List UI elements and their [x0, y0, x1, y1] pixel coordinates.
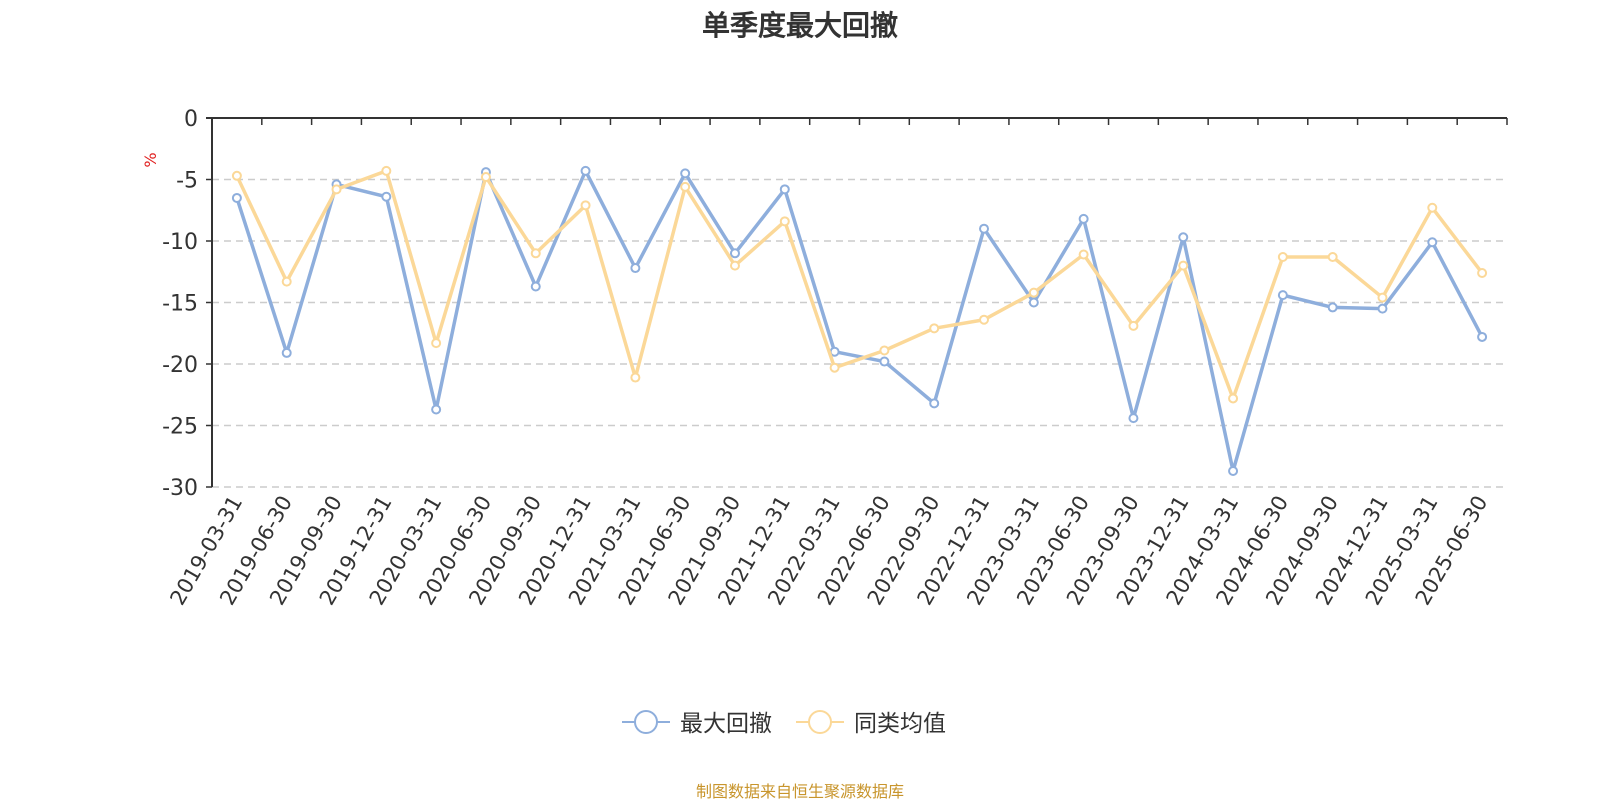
data-point[interactable]	[1327, 302, 1338, 313]
data-point[interactable]	[779, 216, 790, 227]
data-point[interactable]	[1178, 260, 1189, 271]
data-point[interactable]	[1078, 213, 1089, 224]
data-point[interactable]	[1078, 249, 1089, 260]
data-point[interactable]	[1178, 232, 1189, 243]
data-point[interactable]	[729, 248, 740, 259]
data-point[interactable]	[829, 362, 840, 373]
data-point[interactable]	[1128, 320, 1139, 331]
y-tick-label: -30	[162, 476, 198, 501]
y-tick-label: -15	[162, 292, 198, 317]
y-tick-label: 0	[184, 107, 198, 132]
legend-item-1[interactable]: 最大回撤	[622, 710, 772, 737]
y-tick-label: -25	[162, 415, 198, 440]
data-point[interactable]	[1327, 251, 1338, 262]
legend-item-2[interactable]: 同类均值	[796, 710, 946, 737]
data-point[interactable]	[1228, 466, 1239, 477]
series-line	[235, 169, 1484, 473]
data-point[interactable]	[1277, 290, 1288, 301]
axis-layer: 0-5-10-15-20-25-30%2019-03-312019-06-302…	[141, 107, 1508, 609]
data-source-note: 制图数据来自恒生聚源数据库	[695, 782, 904, 801]
data-point[interactable]	[1377, 292, 1388, 303]
series-2	[231, 165, 1488, 404]
legend[interactable]: 最大回撤 同类均值	[622, 710, 946, 737]
series-line	[235, 169, 1484, 401]
data-point[interactable]	[1427, 237, 1438, 248]
data-point[interactable]	[281, 347, 292, 358]
data-point[interactable]	[1427, 202, 1438, 213]
data-point[interactable]	[1377, 303, 1388, 314]
data-point[interactable]	[431, 404, 442, 415]
data-point[interactable]	[580, 165, 591, 176]
legend-marker	[634, 710, 658, 734]
data-point[interactable]	[1277, 251, 1288, 262]
y-axis-label: %	[141, 152, 160, 167]
data-point[interactable]	[979, 314, 990, 325]
data-point[interactable]	[1477, 331, 1488, 342]
data-point[interactable]	[1028, 287, 1039, 298]
y-tick-label: -5	[176, 169, 198, 194]
legend-marker	[808, 710, 832, 734]
data-point[interactable]	[231, 192, 242, 203]
y-tick-label: -20	[162, 353, 198, 378]
data-point[interactable]	[1228, 393, 1239, 404]
data-point[interactable]	[1128, 413, 1139, 424]
data-point[interactable]	[530, 248, 541, 259]
chart-title: 单季度最大回撤	[701, 9, 898, 42]
legend-label: 最大回撤	[680, 711, 772, 737]
data-point[interactable]	[779, 184, 790, 195]
data-point[interactable]	[680, 181, 691, 192]
data-point[interactable]	[530, 281, 541, 292]
data-point[interactable]	[1477, 267, 1488, 278]
data-point[interactable]	[1028, 297, 1039, 308]
data-point[interactable]	[929, 323, 940, 334]
data-point[interactable]	[680, 168, 691, 179]
data-point[interactable]	[630, 372, 641, 383]
data-point[interactable]	[431, 338, 442, 349]
data-point[interactable]	[580, 200, 591, 211]
data-point[interactable]	[630, 263, 641, 274]
series-1	[231, 165, 1488, 477]
legend-label: 同类均值	[854, 711, 946, 737]
data-point[interactable]	[381, 165, 392, 176]
data-point[interactable]	[231, 170, 242, 181]
data-point[interactable]	[281, 276, 292, 287]
data-point[interactable]	[381, 191, 392, 202]
data-point[interactable]	[331, 184, 342, 195]
y-tick-label: -10	[162, 230, 198, 255]
grid-layer	[212, 178, 1507, 488]
data-point[interactable]	[729, 260, 740, 271]
data-point[interactable]	[480, 172, 491, 183]
data-point[interactable]	[879, 356, 890, 367]
data-point[interactable]	[979, 223, 990, 234]
data-point[interactable]	[879, 345, 890, 356]
data-point[interactable]	[929, 398, 940, 409]
series-layer	[231, 165, 1488, 477]
